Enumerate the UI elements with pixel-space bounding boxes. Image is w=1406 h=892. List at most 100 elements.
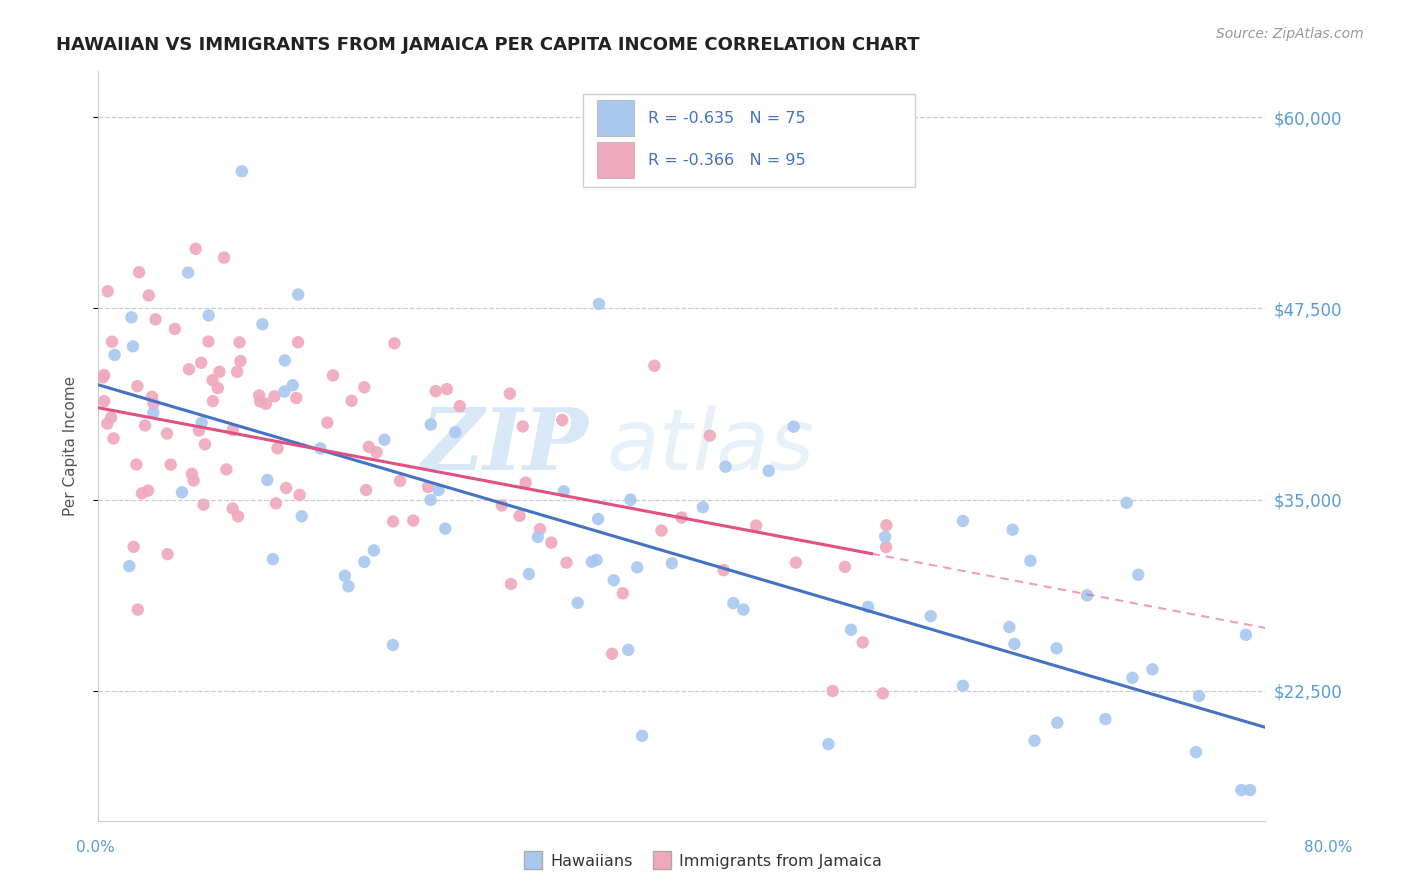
Point [104, 348, 127, 362]
Point [419, 492, 441, 507]
Point [229, 354, 252, 368]
Point [553, 484, 575, 499]
Point [626, 560, 648, 574]
Point [188, 424, 211, 438]
Point [138, 288, 160, 302]
Point [91, 370, 114, 384]
Point [745, 518, 768, 533]
Point [834, 560, 856, 574]
Point [1001, 523, 1024, 537]
Point [382, 515, 405, 529]
Legend: Hawaiians, Immigrants from Jamaica: Hawaiians, Immigrants from Jamaica [517, 847, 889, 875]
Point [699, 428, 721, 442]
Point [491, 499, 513, 513]
Point [208, 365, 231, 379]
Point [163, 322, 186, 336]
Point [127, 602, 149, 616]
Point [288, 488, 311, 502]
Point [714, 459, 737, 474]
Point [551, 413, 574, 427]
Point [142, 396, 165, 410]
Point [449, 399, 471, 413]
Point [758, 464, 780, 478]
Point [97, 285, 120, 299]
Point [588, 297, 610, 311]
Text: R = -0.635   N = 75: R = -0.635 N = 75 [648, 111, 806, 126]
Point [103, 432, 125, 446]
Point [228, 335, 250, 350]
Point [600, 647, 623, 661]
Point [180, 467, 202, 481]
Point [285, 391, 308, 405]
Point [287, 287, 309, 301]
Point [177, 362, 200, 376]
Point [952, 679, 974, 693]
Point [1076, 588, 1098, 602]
Point [363, 543, 385, 558]
Point [262, 552, 284, 566]
Point [100, 410, 122, 425]
Point [381, 638, 404, 652]
Point [125, 458, 148, 472]
Point [190, 416, 212, 430]
Point [1239, 783, 1261, 797]
Point [416, 480, 439, 494]
Point [122, 540, 145, 554]
Point [309, 442, 332, 456]
Point [389, 474, 412, 488]
Point [643, 359, 665, 373]
Point [817, 737, 839, 751]
Point [856, 600, 879, 615]
Bar [582, 94, 915, 187]
Point [1019, 554, 1042, 568]
Point [337, 579, 360, 593]
Point [512, 419, 534, 434]
Point [340, 393, 363, 408]
Point [197, 309, 219, 323]
Point [661, 556, 683, 570]
Point [1234, 628, 1257, 642]
Point [316, 416, 339, 430]
Point [419, 417, 441, 432]
Point [121, 310, 143, 325]
Point [509, 508, 531, 523]
Point [190, 356, 212, 370]
Point [723, 596, 745, 610]
Point [226, 365, 249, 379]
Point [127, 379, 149, 393]
Point [252, 317, 274, 331]
Point [207, 381, 229, 395]
Point [1121, 671, 1143, 685]
Point [402, 514, 425, 528]
Point [1094, 712, 1116, 726]
Text: 0.0%: 0.0% [76, 840, 115, 855]
Point [499, 577, 522, 591]
Point [1188, 689, 1211, 703]
Point [713, 563, 735, 577]
Point [427, 483, 450, 497]
Point [221, 501, 243, 516]
Point [266, 442, 288, 456]
Y-axis label: Per Capita Income: Per Capita Income [63, 376, 77, 516]
Point [256, 473, 278, 487]
Point [128, 265, 150, 279]
Point [733, 602, 755, 616]
Point [274, 353, 297, 368]
Point [1002, 637, 1025, 651]
Point [1024, 733, 1046, 747]
Point [499, 386, 522, 401]
Point [527, 530, 550, 544]
Point [540, 535, 562, 549]
Point [131, 486, 153, 500]
Point [201, 394, 224, 409]
Point [517, 566, 540, 581]
Point [650, 524, 672, 538]
Point [357, 440, 380, 454]
Text: R = -0.366   N = 95: R = -0.366 N = 95 [648, 153, 806, 168]
Bar [596, 100, 634, 136]
Point [785, 556, 807, 570]
Point [141, 390, 163, 404]
Point [384, 336, 406, 351]
Point [585, 553, 607, 567]
Point [134, 418, 156, 433]
